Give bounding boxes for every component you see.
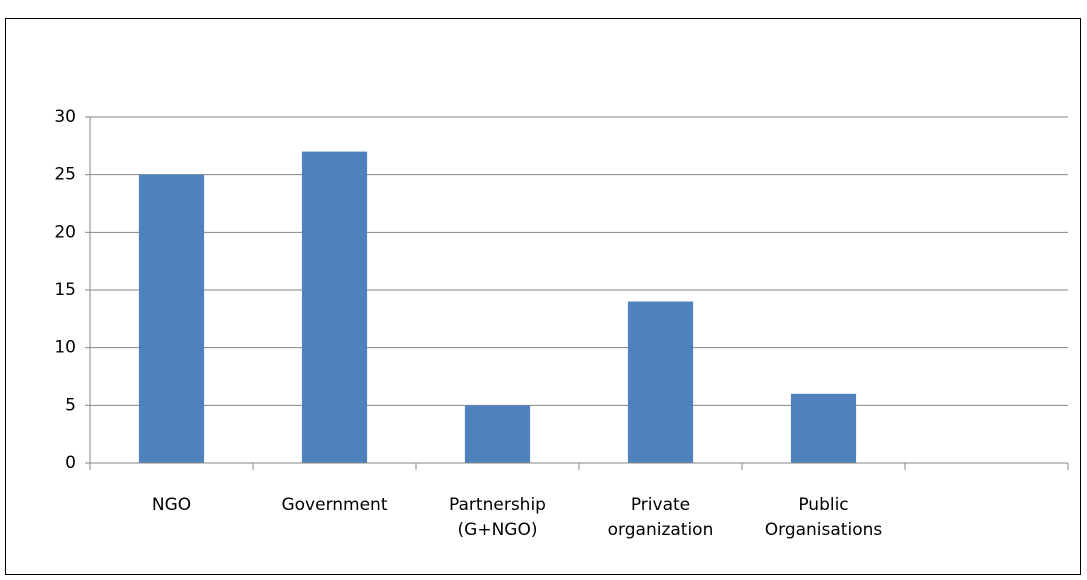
y-tick-label: 0: [65, 453, 76, 473]
y-tick-label: 20: [54, 222, 76, 242]
bar: [138, 174, 205, 463]
bar: [790, 393, 857, 463]
bar: [464, 405, 531, 463]
y-tick-label: 5: [65, 395, 76, 415]
y-tick-label: 15: [54, 280, 76, 300]
x-tick-label: NGO: [152, 495, 191, 515]
y-tick-label: 10: [54, 338, 76, 358]
y-tick-label: 25: [54, 165, 76, 185]
bar: [627, 301, 694, 463]
x-tick-label: Public Organisations: [765, 495, 883, 540]
x-tick-label: Private organization: [608, 495, 714, 540]
x-tick-label: Partnership (G+NGO): [449, 495, 546, 540]
y-tick-label: 30: [54, 107, 76, 127]
bar: [301, 151, 368, 463]
x-tick-label: Government: [281, 495, 387, 515]
